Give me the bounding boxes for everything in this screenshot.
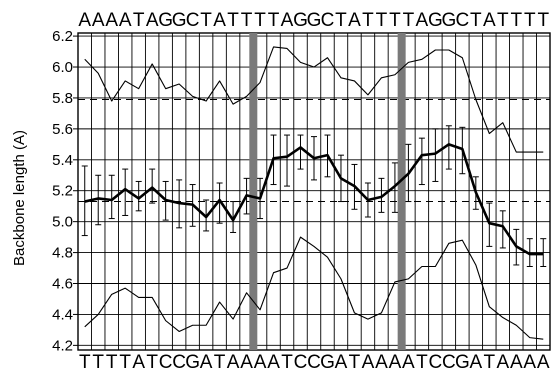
top-sequence-letter: T	[470, 10, 482, 31]
bottom-sequence-letter: T	[214, 352, 226, 371]
top-sequence-letter: A	[105, 10, 118, 31]
bottom-sequence-letter: T	[146, 352, 158, 371]
top-sequence-letter: A	[416, 10, 429, 31]
top-sequence-letter: T	[362, 10, 374, 31]
bottom-sequence-letter: T	[119, 352, 131, 371]
highlight-bars	[249, 33, 406, 350]
top-sequence-letter: A	[78, 10, 91, 31]
top-sequence-letter: T	[524, 10, 536, 31]
highlight-bar	[397, 33, 406, 350]
top-sequence-letter: G	[428, 10, 443, 31]
top-sequence-letter: G	[307, 10, 322, 31]
labels-layer: 4.24.44.64.85.05.25.45.65.86.06.2A A A A T A G…	[52, 10, 550, 371]
top-sequence-letter: G	[158, 10, 173, 31]
top-sequence-letter: T	[254, 10, 266, 31]
bottom-sequence-letter: G	[320, 352, 335, 371]
y-tick-label: 5.0	[52, 214, 73, 231]
bottom-sequence-letter: C	[307, 352, 321, 371]
bottom-sequence-letter: T	[79, 352, 91, 371]
y-axis-label: Backbone length (A)	[11, 130, 28, 266]
top-sequence-letter: T	[200, 10, 212, 31]
bottom-sequence-letter: C	[294, 352, 308, 371]
top-sequence-letter: C	[321, 10, 335, 31]
grid	[73, 32, 551, 351]
y-tick-label: 5.2	[52, 183, 73, 200]
bottom-sequence-letter: A	[496, 352, 509, 371]
bottom-sequence-letter: A	[267, 352, 280, 371]
y-tick-label: 5.8	[52, 90, 73, 107]
top-sequence-letter: T	[133, 10, 145, 31]
y-tick-label: 5.4	[52, 152, 73, 169]
bottom-sequence-letter: A	[362, 352, 375, 371]
top-sequence-letter: G	[441, 10, 456, 31]
bottom-sequence-letter: T	[92, 352, 104, 371]
top-sequence-letter: T	[403, 10, 415, 31]
top-sequence-letter: A	[146, 10, 159, 31]
plot-frame	[77, 32, 551, 351]
top-sequence-letter: A	[348, 10, 361, 31]
y-tick-label: 5.6	[52, 121, 73, 138]
bottom-sequence-letter: A	[523, 352, 536, 371]
series-layer	[81, 46, 547, 340]
y-tick-label: 4.6	[52, 276, 73, 293]
y-tick-label: 6.2	[52, 28, 73, 45]
bottom-sequence-letter: T	[106, 352, 118, 371]
top-sequence-letter: T	[376, 10, 388, 31]
top-sequence-letter: C	[455, 10, 469, 31]
bottom-sequence-letter: C	[442, 352, 456, 371]
bottom-sequence-letter: T	[484, 352, 496, 371]
bottom-sequence-letter: A	[240, 352, 253, 371]
bottom-sequence-letter: A	[254, 352, 267, 371]
top-sequence-letter: A	[281, 10, 294, 31]
y-tick-label: 4.4	[52, 306, 73, 323]
top-sequence-letter: A	[213, 10, 226, 31]
bottom-sequence-letter: G	[185, 352, 200, 371]
reference-lines	[78, 98, 550, 203]
bottom-sequence-letter: C	[172, 352, 186, 371]
top-sequence-letter: G	[172, 10, 187, 31]
top-sequence-letter: T	[227, 10, 239, 31]
y-tick-label: 4.8	[52, 245, 73, 262]
bottom-sequence-letter: A	[200, 352, 213, 371]
bottom-sequence-letter: G	[455, 352, 470, 371]
bottom-sequence-letter: A	[537, 352, 550, 371]
bottom-sequence-letter: T	[416, 352, 428, 371]
top-sequence-letter: A	[119, 10, 132, 31]
bottom-sequence-letter: A	[402, 352, 415, 371]
bottom-sequence-letter: T	[281, 352, 293, 371]
top-sequence-letter: T	[497, 10, 509, 31]
top-sequence-letter: G	[293, 10, 308, 31]
bottom-sequence-letter: A	[469, 352, 482, 371]
top-sequence-letter: T	[510, 10, 522, 31]
top-sequence-letter: A	[92, 10, 105, 31]
bottom-sequence-letter: A	[510, 352, 523, 371]
bottom-sequence-letter: A	[389, 352, 402, 371]
bottom-sequence-letter: A	[375, 352, 388, 371]
top-sequence-letter: T	[268, 10, 280, 31]
top-sequence-letter: T	[335, 10, 347, 31]
top-sequence-letter: T	[537, 10, 549, 31]
y-tick-label: 6.0	[52, 59, 73, 76]
bottom-sequence-letter: A	[335, 352, 348, 371]
bottom-sequence-letter: A	[132, 352, 145, 371]
lower-line	[84, 236, 544, 340]
bottom-sequence-letter: C	[159, 352, 173, 371]
mean-line	[84, 143, 544, 256]
bottom-sequence-letter: T	[349, 352, 361, 371]
top-sequence-letter: A	[483, 10, 496, 31]
y-tick-label: 4.2	[52, 337, 73, 354]
top-sequence-letter: T	[389, 10, 401, 31]
top-sequence-letter: C	[186, 10, 200, 31]
highlight-bar	[249, 33, 258, 350]
bottom-sequence-letter: C	[429, 352, 443, 371]
bottom-sequence-letter: A	[227, 352, 240, 371]
upper-line	[84, 46, 544, 153]
top-sequence-letter: T	[241, 10, 253, 31]
